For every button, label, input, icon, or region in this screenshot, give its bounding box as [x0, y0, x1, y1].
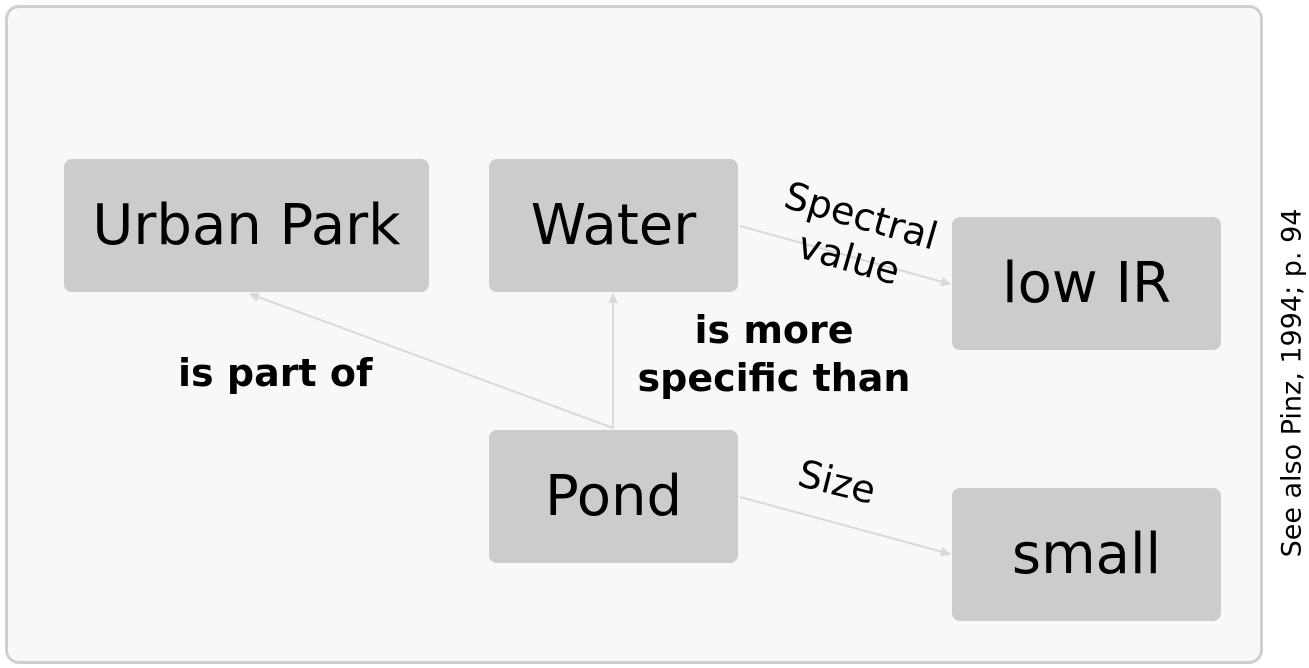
- node-pond: Pond: [489, 430, 738, 563]
- edge-pond-to-urban-park: [249, 292, 614, 429]
- node-water-label: Water: [530, 193, 697, 258]
- edge-water-to-low-ir: [739, 225, 951, 287]
- node-urban-park-label: Urban Park: [92, 193, 401, 258]
- side-note-citation: See also Pinz, 1994; p. 94: [1276, 208, 1308, 558]
- node-low-ir-label: low IR: [1002, 251, 1171, 316]
- edge-pond-to-small: [739, 496, 951, 557]
- node-small-label: small: [1011, 522, 1162, 587]
- relation-is-part-of: is part of: [178, 351, 373, 395]
- node-urban-park: Urban Park: [64, 159, 429, 292]
- node-pond-label: Pond: [544, 464, 683, 529]
- relation-more-specific-line1: is more: [694, 308, 854, 352]
- relation-is-more-specific-than: is more specific than: [626, 306, 922, 402]
- node-small: small: [952, 488, 1221, 621]
- node-low-ir: low IR: [952, 217, 1221, 350]
- relation-more-specific-line2: specific than: [637, 356, 911, 400]
- node-water: Water: [489, 159, 738, 292]
